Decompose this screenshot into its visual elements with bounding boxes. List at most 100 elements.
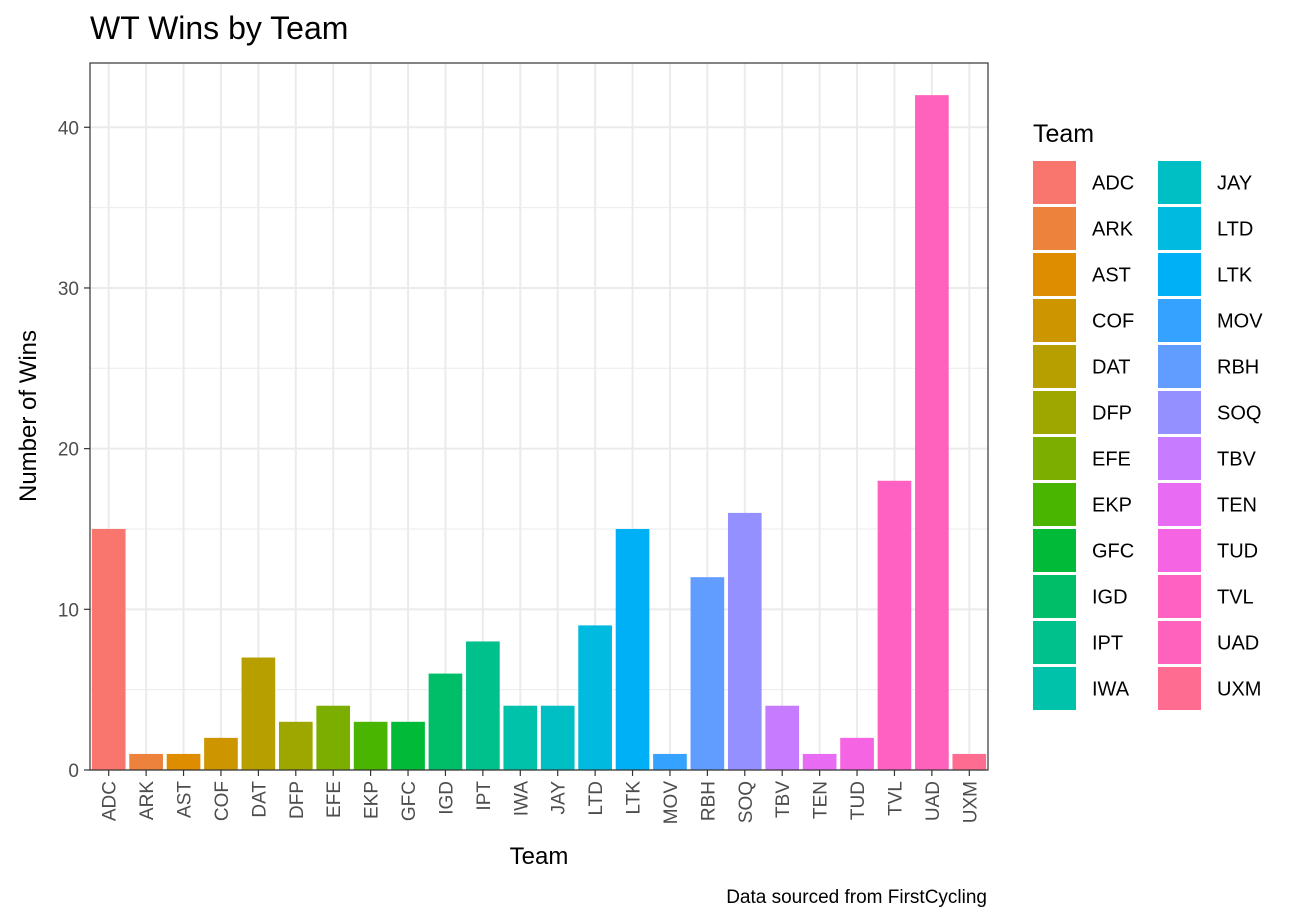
x-tick-label: DAT: [249, 781, 270, 818]
y-axis-title: Number of Wins: [15, 330, 42, 502]
legend-key-ekp: [1033, 483, 1076, 526]
x-tick-label: ADC: [100, 781, 121, 821]
x-tick-label: UXM: [960, 781, 981, 823]
legend-items: ADC ARK AST COF DAT DFP EFE EKP GFC IGD IPT IWA JAY L…: [1033, 161, 1263, 710]
legend-label-gfc: GFC: [1092, 541, 1134, 563]
bar-tud: [840, 737, 874, 770]
legend-key-ltk: [1158, 253, 1201, 296]
legend-key-iwa: [1033, 667, 1076, 710]
x-tick-label: COF: [212, 781, 233, 821]
x-axis-title: Team: [510, 843, 569, 870]
x-tick-label: EFE: [324, 781, 345, 818]
bars: [91, 95, 987, 771]
legend-label-tbv: TBV: [1217, 449, 1257, 471]
x-tick-label: IPT: [474, 781, 495, 811]
x-tick-label: MOV: [661, 781, 682, 825]
bar-ekp: [353, 721, 388, 770]
bar-tvl: [877, 480, 912, 770]
y-tick-label: 30: [58, 279, 79, 300]
x-tick-label: EKP: [362, 781, 383, 819]
legend-key-uxm: [1158, 667, 1201, 710]
y-tick-label: 10: [58, 600, 79, 621]
bar-ark: [129, 753, 163, 770]
x-tick-label: LTK: [624, 781, 645, 815]
legend-label-igd: IGD: [1092, 587, 1128, 609]
legend-label-mov: MOV: [1217, 311, 1263, 333]
x-axis: ADC ARK AST COF DAT DFP EFE EKP GFC IGD IPT IWA JAY L…: [100, 770, 981, 825]
legend-label-ast: AST: [1092, 265, 1131, 287]
legend-label-ten: TEN: [1217, 495, 1257, 517]
x-tick-label: IGD: [436, 781, 457, 815]
bar-gfc: [391, 721, 425, 770]
bar-ltk: [615, 528, 650, 770]
legend-key-gfc: [1033, 529, 1076, 572]
legend-key-ark: [1033, 207, 1076, 250]
legend-label-cof: COF: [1092, 311, 1134, 333]
caption: Data sourced from FirstCycling: [726, 887, 987, 908]
legend-key-dfp: [1033, 391, 1076, 434]
y-axis: 0 10 20 30 40: [58, 118, 90, 782]
legend-label-tvl: TVL: [1217, 587, 1254, 609]
legend-key-mov: [1158, 299, 1201, 342]
x-tick-label: LTD: [586, 781, 607, 815]
plot-border: [89, 62, 989, 771]
legend-key-ten: [1158, 483, 1201, 526]
x-tick-label: SOQ: [736, 781, 757, 823]
legend-key-adc: [1033, 161, 1076, 204]
bar-uad: [915, 95, 949, 771]
legend-key-tvl: [1158, 575, 1201, 618]
bar-soq: [727, 512, 762, 770]
x-tick-label: AST: [175, 781, 196, 818]
legend-key-efe: [1033, 437, 1076, 480]
x-tick-label: GFC: [399, 781, 420, 821]
y-tick-label: 0: [68, 761, 79, 782]
bar-mov: [653, 753, 687, 770]
minor-gridlines: [90, 207, 988, 691]
legend-key-jay: [1158, 161, 1201, 204]
plot-panel: [90, 63, 988, 770]
legend-label-ipt: IPT: [1092, 633, 1123, 655]
legend-label-ekp: EKP: [1092, 495, 1132, 517]
bar-dat: [241, 657, 276, 770]
bar-adc: [91, 528, 126, 770]
legend-label-dat: DAT: [1092, 357, 1131, 379]
legend-key-uad: [1158, 621, 1201, 664]
legend-label-iwa: IWA: [1092, 679, 1130, 701]
legend-title: Team: [1033, 120, 1094, 148]
y-tick-label: 40: [58, 118, 79, 139]
legend-label-dfp: DFP: [1092, 403, 1132, 425]
legend: Team ADC ARK AST COF DAT DFP EFE EKP GFC IGD IPT IW…: [1033, 120, 1263, 710]
bar-uxm: [952, 753, 987, 770]
x-tick-label: UAD: [923, 781, 944, 821]
legend-key-rbh: [1158, 345, 1201, 388]
legend-key-ltd: [1158, 207, 1201, 250]
bar-tbv: [765, 705, 800, 770]
legend-label-ltk: LTK: [1217, 265, 1253, 287]
bar-ast: [166, 753, 201, 770]
legend-label-jay: JAY: [1217, 173, 1252, 195]
x-tick-label: TBV: [773, 781, 794, 818]
bar-cof: [204, 737, 238, 770]
legend-key-ipt: [1033, 621, 1076, 664]
bar-rbh: [690, 577, 725, 770]
x-tick-label: JAY: [549, 781, 570, 815]
legend-label-soq: SOQ: [1217, 403, 1261, 425]
legend-label-uad: UAD: [1217, 633, 1259, 655]
bar-jay: [540, 705, 575, 770]
legend-label-ltd: LTD: [1217, 219, 1253, 241]
legend-label-efe: EFE: [1092, 449, 1131, 471]
legend-key-cof: [1033, 299, 1076, 342]
legend-label-uxm: UXM: [1217, 679, 1261, 701]
x-tick-label: TEN: [811, 781, 832, 819]
x-tick-label: TVL: [885, 781, 906, 816]
legend-label-adc: ADC: [1092, 173, 1134, 195]
chart-title: WT Wins by Team: [90, 10, 348, 46]
bar-efe: [316, 705, 351, 770]
bar-ltd: [578, 625, 612, 770]
bar-ipt: [466, 641, 500, 770]
x-tick-label: IWA: [511, 781, 532, 817]
x-tick-label: ARK: [137, 781, 158, 820]
bar-igd: [428, 673, 463, 770]
legend-key-ast: [1033, 253, 1076, 296]
x-tick-label: DFP: [287, 781, 308, 819]
